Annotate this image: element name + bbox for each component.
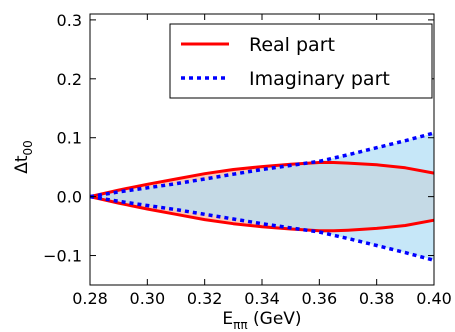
y-axis-ticks: −0.1 0.0 0.1 0.2 0.3: [43, 11, 434, 266]
series-imaginary-lower-line: [89, 194, 435, 262]
x-axis-label-unit: (GeV): [248, 309, 302, 329]
band-imaginary: [90, 133, 434, 261]
x-tick-label: 0.30: [130, 289, 166, 308]
line-layer: [89, 131, 435, 262]
legend-label-imaginary: Imaginary part: [249, 68, 390, 90]
y-axis-label: Δt00: [12, 140, 35, 174]
x-tick-label: 0.34: [244, 289, 280, 308]
x-axis-label: Eππ (GeV): [222, 309, 301, 332]
x-axis-label-subscript: ππ: [233, 318, 247, 332]
y-tick-label: −0.1: [43, 247, 82, 266]
series-imaginary-upper-line: [89, 131, 435, 199]
legend: Real part Imaginary part: [169, 23, 433, 99]
y-tick-label: 0.2: [57, 70, 82, 89]
x-axis-ticks: 0.28 0.30 0.32 0.34 0.36 0.38 0.40: [72, 14, 452, 308]
x-axis-label-main: E: [222, 309, 233, 329]
y-axis-label-subscript: 00: [21, 140, 35, 155]
y-tick-label: 0.0: [57, 188, 82, 207]
x-tick-label: 0.32: [187, 289, 223, 308]
series-real-upper-line: [89, 161, 435, 199]
legend-label-real: Real part: [249, 34, 335, 56]
x-tick-label: 0.28: [72, 289, 108, 308]
legend-box: [169, 23, 433, 99]
band-layer: [90, 133, 434, 261]
x-tick-label: 0.40: [416, 289, 452, 308]
x-tick-label: 0.38: [359, 289, 395, 308]
series-real-lower-line: [89, 195, 435, 233]
x-tick-label: 0.36: [302, 289, 338, 308]
y-axis-label-main: Δt: [12, 155, 32, 174]
y-tick-label: 0.1: [57, 129, 82, 148]
y-tick-label: 0.3: [57, 11, 82, 30]
